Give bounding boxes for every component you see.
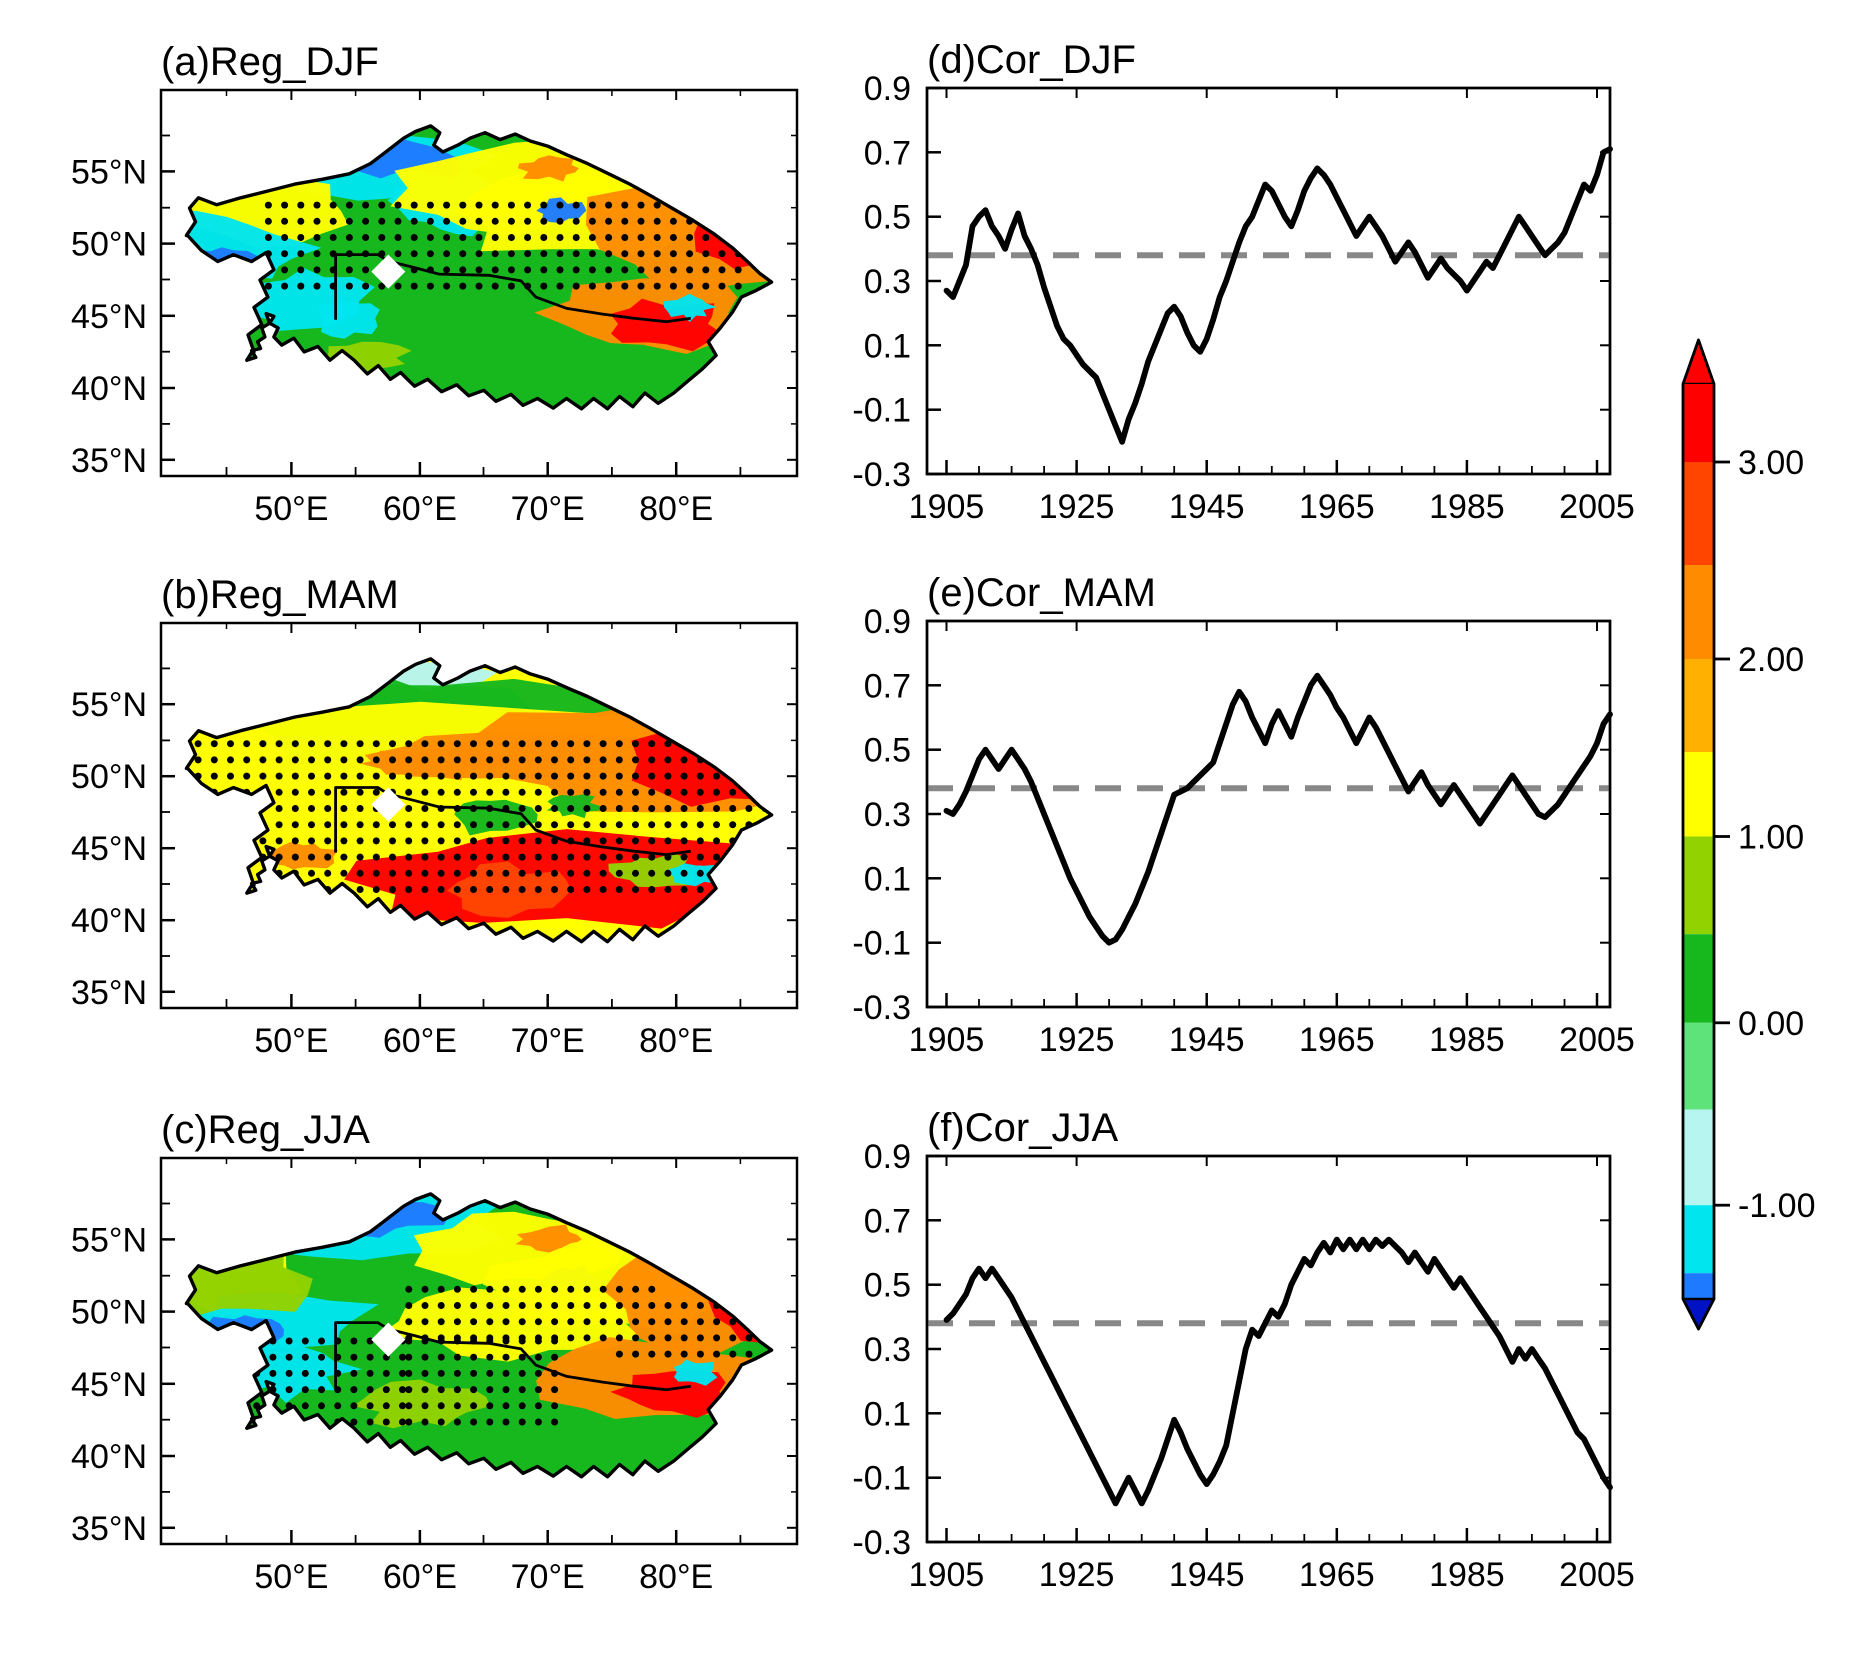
svg-text:1925: 1925 — [1039, 1556, 1115, 1594]
svg-text:(e)Cor_MAM: (e)Cor_MAM — [927, 571, 1156, 615]
svg-text:70°E: 70°E — [511, 1558, 585, 1596]
svg-text:55°N: 55°N — [71, 686, 147, 724]
svg-text:1925: 1925 — [1039, 488, 1115, 526]
svg-text:2005: 2005 — [1559, 488, 1635, 526]
svg-text:2005: 2005 — [1559, 1556, 1635, 1594]
svg-text:0.9: 0.9 — [864, 1138, 911, 1176]
svg-text:60°E: 60°E — [383, 1558, 457, 1596]
svg-text:1905: 1905 — [909, 1021, 985, 1059]
svg-text:80°E: 80°E — [639, 1022, 713, 1060]
svg-text:-0.3: -0.3 — [852, 989, 911, 1027]
svg-text:0.3: 0.3 — [864, 1331, 911, 1369]
svg-text:-0.3: -0.3 — [852, 1524, 911, 1562]
svg-text:45°N: 45°N — [71, 1366, 147, 1404]
svg-text:0.7: 0.7 — [864, 667, 911, 705]
svg-text:0.3: 0.3 — [864, 796, 911, 834]
svg-text:0.3: 0.3 — [864, 263, 911, 301]
svg-text:60°E: 60°E — [383, 1022, 457, 1060]
svg-text:1.00: 1.00 — [1738, 819, 1804, 857]
svg-text:(b)Reg_MAM: (b)Reg_MAM — [161, 573, 399, 617]
svg-text:1965: 1965 — [1299, 1021, 1375, 1059]
svg-text:40°N: 40°N — [71, 902, 147, 940]
svg-text:2.00: 2.00 — [1738, 641, 1804, 679]
svg-text:80°E: 80°E — [639, 1558, 713, 1596]
svg-text:50°E: 50°E — [254, 490, 328, 528]
svg-text:1985: 1985 — [1429, 1556, 1505, 1594]
svg-text:(f)Cor_JJA: (f)Cor_JJA — [927, 1106, 1118, 1150]
svg-text:55°N: 55°N — [71, 1221, 147, 1259]
svg-text:40°N: 40°N — [71, 370, 147, 408]
svg-text:1985: 1985 — [1429, 1021, 1505, 1059]
svg-text:0.9: 0.9 — [864, 70, 911, 108]
svg-text:1945: 1945 — [1169, 1021, 1245, 1059]
svg-text:50°N: 50°N — [71, 226, 147, 264]
svg-text:0.1: 0.1 — [864, 327, 911, 365]
svg-text:50°E: 50°E — [254, 1022, 328, 1060]
svg-text:55°N: 55°N — [71, 153, 147, 191]
svg-text:1945: 1945 — [1169, 488, 1245, 526]
svg-text:-0.1: -0.1 — [852, 1460, 911, 1498]
svg-text:60°E: 60°E — [383, 490, 457, 528]
svg-text:-0.1: -0.1 — [852, 392, 911, 430]
svg-text:45°N: 45°N — [71, 298, 147, 336]
svg-text:50°E: 50°E — [254, 1558, 328, 1596]
svg-text:0.1: 0.1 — [864, 1395, 911, 1433]
svg-text:80°E: 80°E — [639, 490, 713, 528]
svg-text:(a)Reg_DJF: (a)Reg_DJF — [161, 40, 379, 84]
svg-text:0.00: 0.00 — [1738, 1005, 1804, 1043]
svg-text:50°N: 50°N — [71, 758, 147, 796]
svg-text:40°N: 40°N — [71, 1438, 147, 1476]
svg-text:-1.00: -1.00 — [1738, 1187, 1816, 1225]
svg-text:0.9: 0.9 — [864, 603, 911, 641]
svg-text:1945: 1945 — [1169, 1556, 1245, 1594]
svg-text:0.5: 0.5 — [864, 1267, 911, 1305]
svg-text:1905: 1905 — [909, 488, 985, 526]
svg-text:0.5: 0.5 — [864, 732, 911, 770]
svg-text:-0.3: -0.3 — [852, 456, 911, 494]
svg-text:-0.1: -0.1 — [852, 925, 911, 963]
svg-text:1985: 1985 — [1429, 488, 1505, 526]
svg-text:70°E: 70°E — [511, 1022, 585, 1060]
svg-text:3.00: 3.00 — [1738, 444, 1804, 482]
svg-text:1965: 1965 — [1299, 488, 1375, 526]
svg-text:(c)Reg_JJA: (c)Reg_JJA — [161, 1108, 370, 1152]
svg-text:70°E: 70°E — [511, 490, 585, 528]
svg-text:50°N: 50°N — [71, 1294, 147, 1332]
svg-text:35°N: 35°N — [71, 442, 147, 480]
svg-text:0.1: 0.1 — [864, 860, 911, 898]
svg-text:35°N: 35°N — [71, 974, 147, 1012]
svg-text:35°N: 35°N — [71, 1510, 147, 1548]
svg-text:1965: 1965 — [1299, 1556, 1375, 1594]
svg-text:0.7: 0.7 — [864, 1202, 911, 1240]
svg-text:(d)Cor_DJF: (d)Cor_DJF — [927, 38, 1136, 82]
svg-text:1925: 1925 — [1039, 1021, 1115, 1059]
svg-text:1905: 1905 — [909, 1556, 985, 1594]
svg-text:0.7: 0.7 — [864, 134, 911, 172]
svg-text:0.5: 0.5 — [864, 199, 911, 237]
svg-text:45°N: 45°N — [71, 830, 147, 868]
svg-text:2005: 2005 — [1559, 1021, 1635, 1059]
